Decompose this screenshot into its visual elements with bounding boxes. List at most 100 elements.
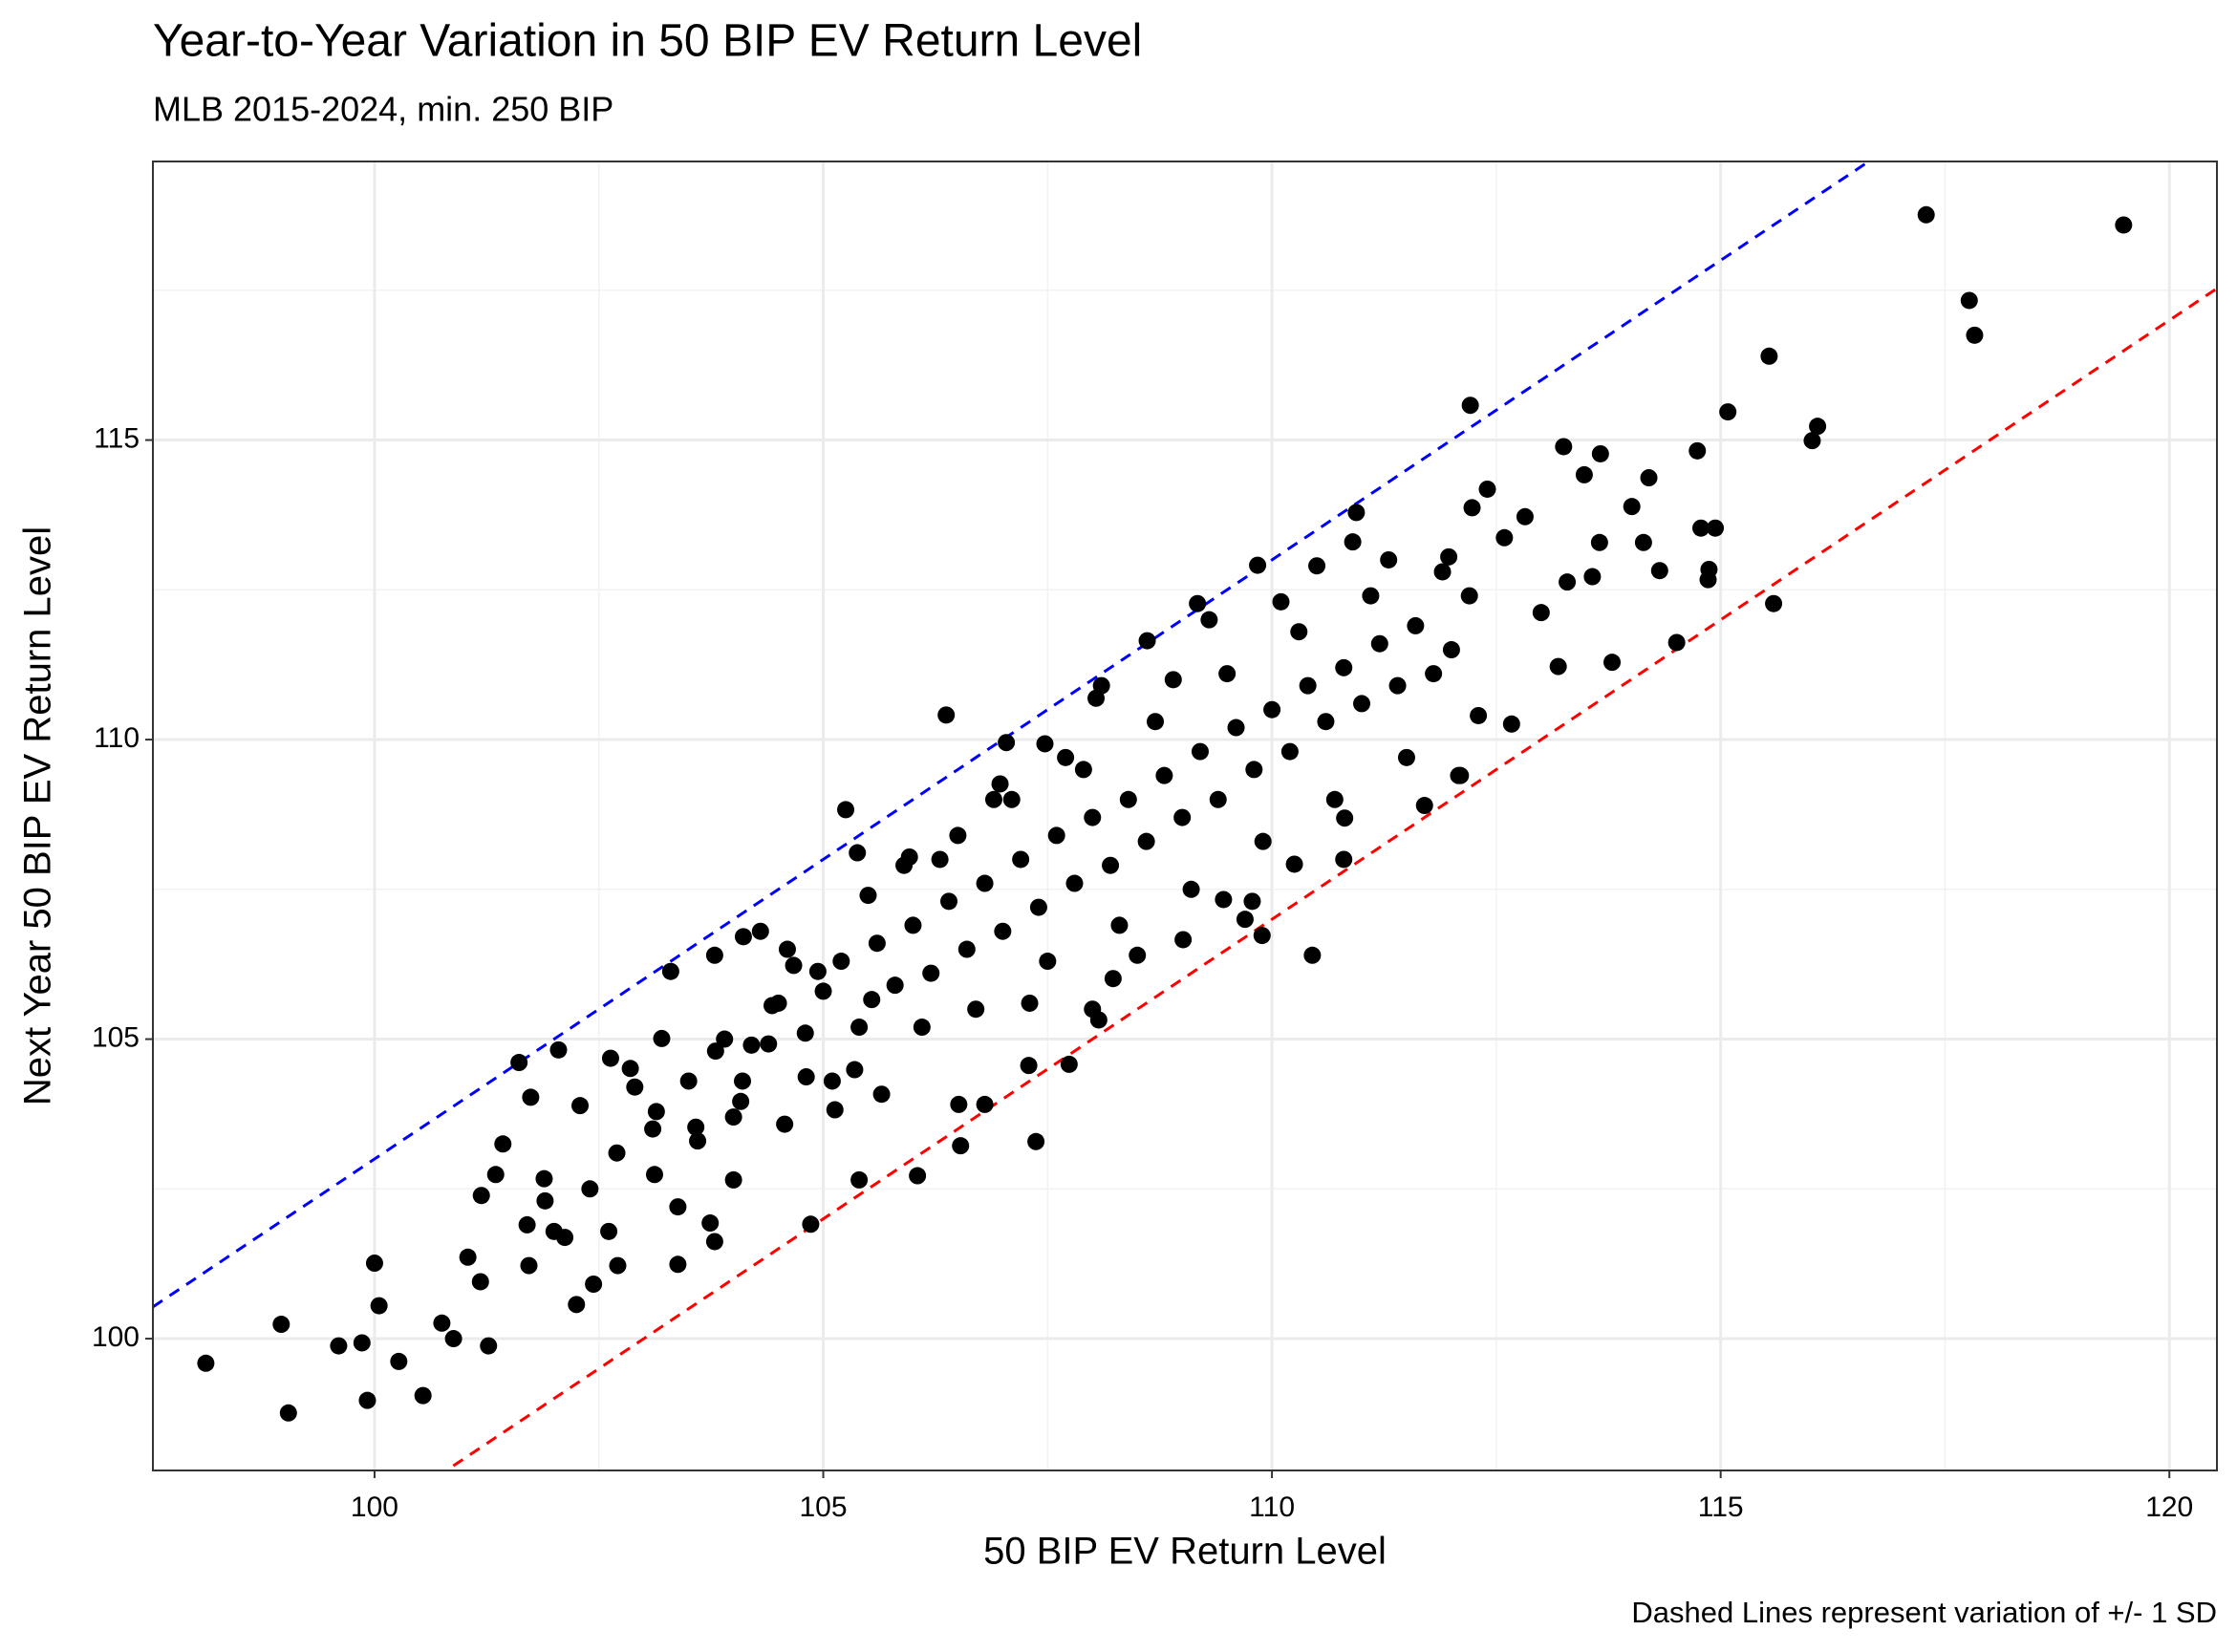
point (998, 734, 1016, 752)
point (1591, 444, 1609, 462)
point (687, 1118, 705, 1136)
point (272, 1316, 290, 1334)
point (1415, 797, 1433, 815)
point (471, 1273, 489, 1291)
point (1407, 616, 1425, 634)
point (1200, 611, 1218, 629)
point (808, 962, 827, 980)
point (814, 982, 832, 1000)
point (776, 1115, 794, 1133)
point (751, 922, 769, 940)
point (850, 1019, 869, 1037)
point (913, 1019, 931, 1037)
point (984, 790, 1002, 808)
point (1917, 205, 1935, 224)
point (518, 1215, 536, 1234)
point (895, 856, 914, 874)
point (1347, 504, 1366, 522)
point (1516, 507, 1534, 526)
point (952, 1137, 970, 1155)
point (868, 934, 886, 953)
point (796, 1024, 814, 1042)
point (1065, 874, 1084, 892)
point (1440, 547, 1458, 566)
reference-line (443, 287, 2217, 1470)
point (472, 1187, 490, 1205)
point (581, 1180, 599, 1198)
point (904, 916, 922, 934)
point (1215, 890, 1233, 909)
point (706, 1042, 724, 1061)
point (353, 1334, 371, 1352)
point (390, 1352, 408, 1370)
point (1634, 533, 1652, 551)
point (669, 1255, 687, 1274)
point (1495, 528, 1514, 547)
point (1173, 808, 1192, 826)
point (197, 1354, 215, 1372)
point (1182, 880, 1200, 898)
point (724, 1170, 742, 1189)
point (669, 1198, 687, 1216)
point (1650, 562, 1668, 580)
point (940, 892, 958, 911)
point (778, 940, 796, 958)
point (1060, 1055, 1078, 1073)
point (1555, 438, 1573, 456)
point (679, 1072, 698, 1090)
point (370, 1297, 388, 1315)
point (1397, 748, 1415, 766)
point (1549, 657, 1567, 676)
point (859, 887, 877, 905)
point (556, 1229, 574, 1247)
point (1137, 832, 1155, 850)
y-tick-label: 110 (94, 722, 140, 754)
point (1027, 1132, 1045, 1150)
point (1253, 927, 1271, 945)
point (1317, 713, 1335, 731)
point (846, 1061, 864, 1079)
point (769, 994, 787, 1012)
point (626, 1078, 644, 1096)
point (644, 1120, 662, 1138)
point (976, 874, 994, 892)
point (886, 976, 904, 995)
point (734, 1072, 752, 1090)
point (571, 1097, 590, 1115)
point (1335, 658, 1353, 676)
point (1036, 735, 1054, 753)
point (1129, 946, 1147, 964)
point (701, 1214, 720, 1233)
point (459, 1248, 477, 1266)
point (414, 1386, 432, 1405)
plot-area (153, 161, 2217, 1470)
point (494, 1135, 512, 1153)
point (1084, 1000, 1102, 1019)
point (931, 850, 949, 869)
point (1707, 519, 1725, 537)
point (486, 1166, 505, 1184)
point (1174, 931, 1193, 949)
point (480, 1337, 498, 1355)
point (1689, 441, 1707, 460)
point (732, 1092, 750, 1110)
point (832, 953, 850, 971)
point (1809, 418, 1827, 436)
point (608, 1144, 626, 1162)
point (1461, 397, 1479, 415)
point (1084, 808, 1102, 826)
point (1119, 790, 1137, 808)
point (1502, 715, 1520, 733)
point (1164, 671, 1182, 689)
point (1092, 676, 1110, 695)
point (705, 946, 723, 964)
point (1335, 850, 1353, 869)
point (279, 1404, 297, 1422)
point (716, 1030, 734, 1048)
point (734, 928, 752, 946)
point (1209, 790, 1227, 808)
point (1029, 898, 1047, 916)
point (826, 1101, 844, 1119)
point (957, 940, 976, 958)
point (1290, 623, 1308, 641)
